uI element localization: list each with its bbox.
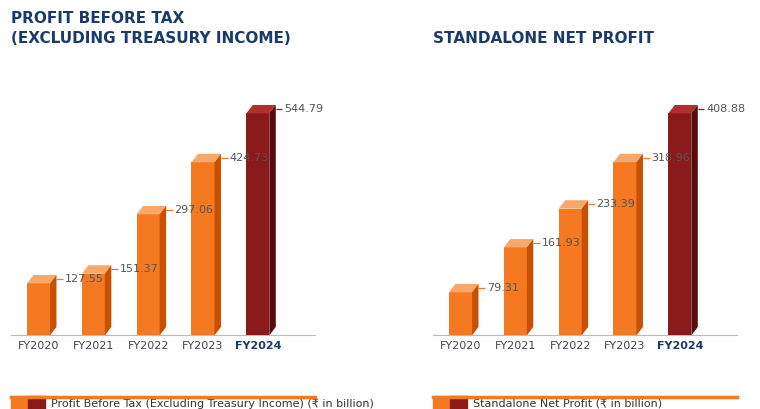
Text: 127.55: 127.55 <box>65 274 103 284</box>
Text: 161.93: 161.93 <box>542 238 581 248</box>
Bar <box>613 162 637 335</box>
Polygon shape <box>192 154 221 162</box>
Text: PROFIT BEFORE TAX
(EXCLUDING TREASURY INCOME): PROFIT BEFORE TAX (EXCLUDING TREASURY IN… <box>11 11 291 46</box>
Bar <box>27 283 50 335</box>
Bar <box>504 247 527 335</box>
Polygon shape <box>559 200 588 209</box>
Polygon shape <box>613 154 643 162</box>
Bar <box>559 209 581 335</box>
Bar <box>82 274 105 335</box>
FancyBboxPatch shape <box>450 396 467 409</box>
Bar <box>449 292 472 335</box>
FancyBboxPatch shape <box>28 396 45 409</box>
Bar <box>137 214 160 335</box>
Polygon shape <box>504 239 534 247</box>
Bar <box>668 113 692 335</box>
Polygon shape <box>137 206 166 214</box>
Bar <box>246 113 269 335</box>
Polygon shape <box>527 239 534 335</box>
Polygon shape <box>692 105 698 335</box>
Polygon shape <box>160 206 166 335</box>
Polygon shape <box>269 105 276 335</box>
Polygon shape <box>581 200 588 335</box>
Polygon shape <box>82 265 111 274</box>
Text: 424.73: 424.73 <box>230 153 268 163</box>
Polygon shape <box>27 275 56 283</box>
Polygon shape <box>472 284 479 335</box>
Bar <box>192 162 214 335</box>
Polygon shape <box>668 105 698 113</box>
Text: 79.31: 79.31 <box>486 283 518 293</box>
Text: 318.96: 318.96 <box>651 153 690 163</box>
Text: STANDALONE NET PROFIT: STANDALONE NET PROFIT <box>433 31 654 46</box>
Text: 151.37: 151.37 <box>119 265 158 274</box>
Text: 233.39: 233.39 <box>597 200 635 209</box>
Polygon shape <box>246 105 276 113</box>
Text: Profit Before Tax (Excluding Treasury Income) (₹ in billion): Profit Before Tax (Excluding Treasury In… <box>51 399 374 409</box>
Text: Standalone Net Profit (₹ in billion): Standalone Net Profit (₹ in billion) <box>473 399 662 409</box>
Polygon shape <box>50 275 56 335</box>
Polygon shape <box>214 154 221 335</box>
Text: 297.06: 297.06 <box>174 205 214 215</box>
Text: 544.79: 544.79 <box>284 104 323 114</box>
Polygon shape <box>105 265 111 335</box>
FancyBboxPatch shape <box>11 396 28 409</box>
FancyBboxPatch shape <box>433 396 450 409</box>
Text: 408.88: 408.88 <box>706 104 745 114</box>
Polygon shape <box>637 154 643 335</box>
Polygon shape <box>449 284 479 292</box>
